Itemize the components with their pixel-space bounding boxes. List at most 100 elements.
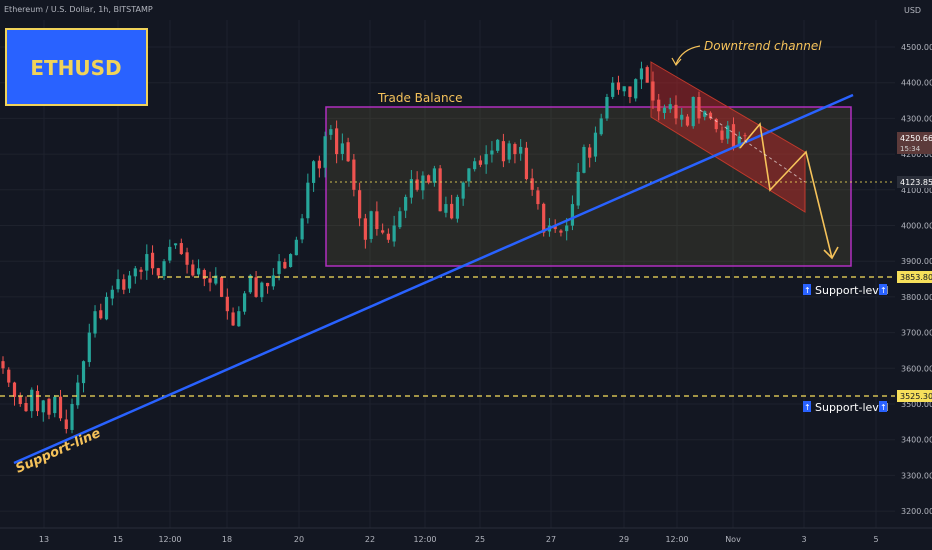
- price-tick-label: 3200.00: [901, 507, 932, 516]
- forecast-arrowhead: [823, 246, 839, 260]
- candle-body: [24, 402, 28, 412]
- candle-body: [93, 311, 97, 334]
- symbol-header: Ethereum / U.S. Dollar, 1h, BITSTAMP: [4, 5, 153, 14]
- price-tick-label: 3500.00: [901, 400, 932, 409]
- candle-body: [219, 277, 224, 297]
- currency-label: USD: [904, 6, 921, 15]
- candle-body: [173, 243, 178, 246]
- time-tick-label: 22: [365, 535, 375, 544]
- candles: [1, 61, 747, 434]
- candle-body: [335, 128, 339, 155]
- candle-body: [110, 289, 114, 299]
- candle-body: [565, 225, 569, 232]
- svg-text:4123.85: 4123.85: [900, 178, 932, 187]
- candle-body: [731, 124, 736, 147]
- candle-body: [300, 218, 304, 240]
- svg-text:3853.80: 3853.80: [900, 273, 932, 282]
- svg-text:↑: ↑: [804, 286, 811, 295]
- candle-body: [743, 135, 747, 137]
- candle-body: [501, 141, 506, 162]
- candle-body: [668, 104, 672, 110]
- support-level-upper-badge: ↑ Support-level ↑: [803, 284, 889, 297]
- svg-text:↑: ↑: [880, 286, 887, 295]
- candle-body: [225, 296, 229, 312]
- candle-body: [329, 129, 333, 135]
- candle-body: [358, 190, 362, 219]
- price-tick-label: 3600.00: [901, 364, 932, 373]
- candle-body: [634, 79, 638, 99]
- candle-body: [553, 225, 557, 230]
- price-tick-label: 4000.00: [901, 222, 932, 231]
- price-tick-label: 3400.00: [901, 436, 932, 445]
- candle-body: [542, 203, 546, 233]
- candle-body: [237, 311, 241, 327]
- candle-body: [432, 168, 436, 183]
- candle-body: [254, 277, 258, 297]
- last-price-marker: 4250.66 15:34: [897, 132, 932, 154]
- candle-body: [726, 125, 730, 139]
- candle-body: [70, 404, 74, 430]
- candle-body: [662, 107, 667, 113]
- time-tick-label: 13: [39, 535, 49, 544]
- price-tick-label: 4100.00: [901, 186, 932, 195]
- candle-body: [156, 268, 160, 276]
- candle-body: [323, 136, 327, 168]
- candle-body: [404, 196, 408, 211]
- downtrend-pointer-arrow: [675, 45, 701, 65]
- support-level-upper-text: Support-level: [815, 284, 889, 297]
- price-axis[interactable]: 4500.00 4400.00 4300.00 4200.00 4100.00 4000.…: [901, 43, 932, 516]
- support-level-lower-badge: ↑ Support-level ↑: [803, 401, 889, 414]
- candle-body: [1, 361, 5, 369]
- countdown-text: 15:34: [900, 145, 921, 153]
- candle-body: [674, 104, 678, 119]
- candle-body: [708, 112, 713, 119]
- candle-body: [530, 178, 534, 190]
- candle-body: [536, 190, 540, 205]
- candle-body: [570, 204, 575, 226]
- svg-text:3525.30: 3525.30: [900, 392, 932, 401]
- candle-body: [12, 382, 17, 397]
- time-tick-label: 12:00: [158, 535, 181, 544]
- support-level-lower-text: Support-level: [815, 401, 889, 414]
- marker-4123: 4123.85: [897, 176, 932, 188]
- price-tick-label: 4400.00: [901, 79, 932, 88]
- candle-body: [685, 116, 690, 126]
- candle-body: [392, 225, 396, 242]
- candle-body: [122, 279, 126, 290]
- candle-body: [260, 282, 264, 298]
- candle-body: [340, 143, 344, 154]
- candle-body: [415, 179, 419, 190]
- candle-body: [576, 171, 580, 206]
- grid: [0, 20, 895, 528]
- candle-body: [639, 68, 644, 80]
- candle-body: [162, 261, 166, 276]
- ethusd-badge-label: ETHUSD: [30, 56, 121, 80]
- candle-body: [720, 130, 724, 140]
- candle-body: [438, 168, 442, 212]
- candle-body: [283, 262, 287, 269]
- candle-body: [375, 211, 379, 230]
- candle-body: [145, 254, 149, 271]
- candle-body: [714, 119, 718, 130]
- candle-body: [214, 275, 218, 284]
- candle-body: [455, 196, 460, 219]
- candle-body: [611, 82, 615, 97]
- marker-3525: 3525.30: [897, 390, 932, 402]
- time-tick-label: 18: [222, 535, 232, 544]
- candle-body: [18, 396, 22, 404]
- price-tick-label: 4200.00: [901, 150, 932, 159]
- candle-body: [317, 160, 321, 169]
- price-tick-label: 3900.00: [901, 257, 932, 266]
- last-price-text: 4250.66: [900, 134, 932, 143]
- time-axis[interactable]: 13 15 12:00 18 20 22 12:00 25 27 29 12:00 Nov 3 5: [39, 535, 879, 544]
- candle-body: [81, 361, 86, 384]
- ethusd-badge: ETHUSD: [5, 28, 148, 106]
- candle-body: [116, 279, 120, 290]
- time-tick-label: 27: [546, 535, 556, 544]
- candle-body: [231, 312, 235, 326]
- support-trend-line: [13, 93, 854, 465]
- candle-body: [496, 139, 500, 151]
- candle-body: [288, 254, 293, 267]
- time-tick-label: 15: [113, 535, 123, 544]
